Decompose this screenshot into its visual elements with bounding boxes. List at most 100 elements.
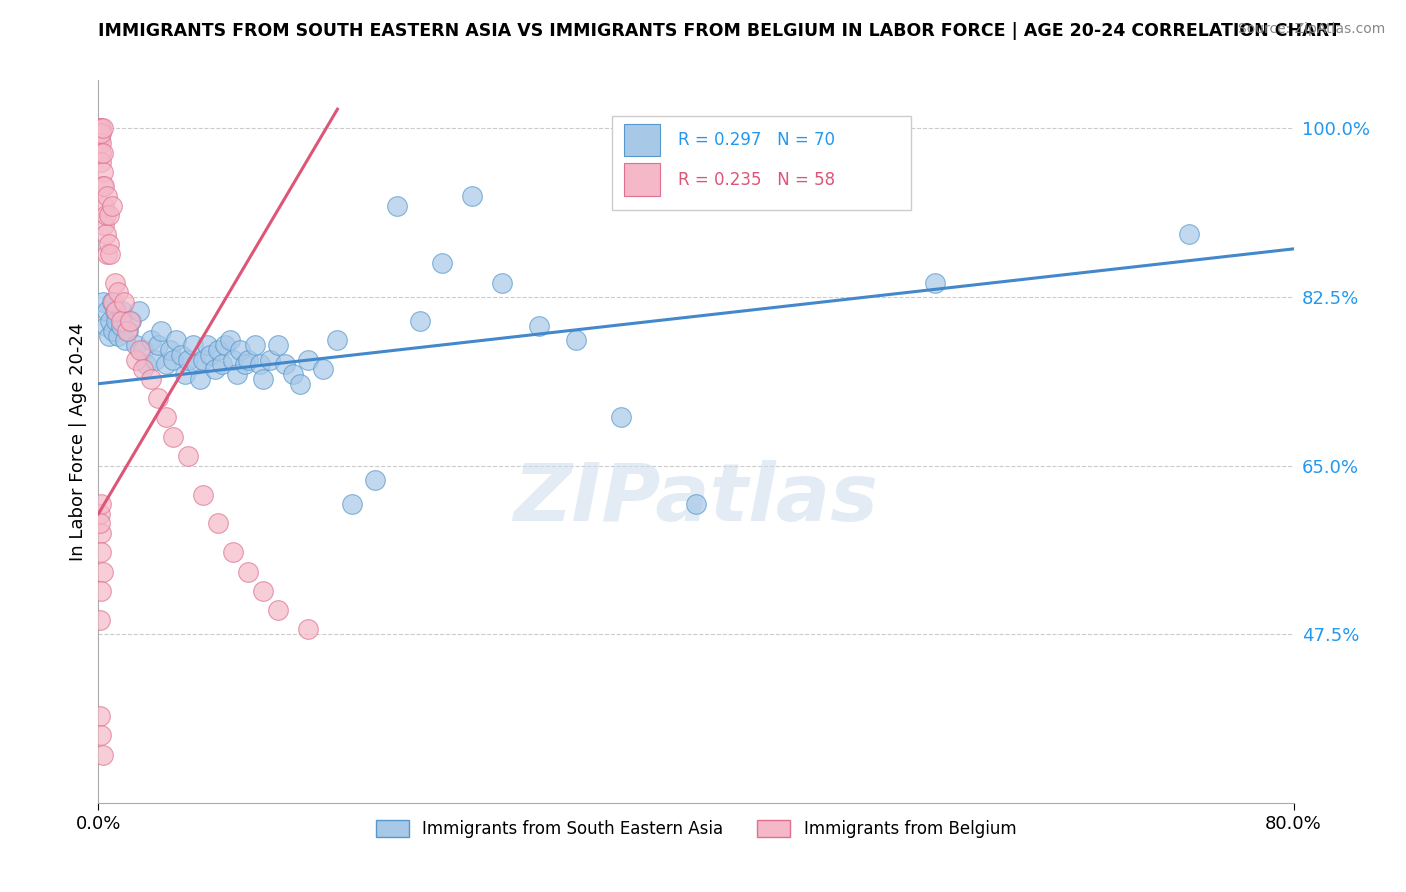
Text: IMMIGRANTS FROM SOUTH EASTERN ASIA VS IMMIGRANTS FROM BELGIUM IN LABOR FORCE | A: IMMIGRANTS FROM SOUTH EASTERN ASIA VS IM… <box>98 22 1341 40</box>
Point <box>104 276 127 290</box>
Point <box>98 314 122 328</box>
Point <box>93 198 115 212</box>
Point <box>110 318 132 333</box>
Point <box>91 747 114 762</box>
Point <box>120 314 142 328</box>
Point <box>155 358 177 372</box>
Point <box>267 603 290 617</box>
Point <box>226 367 249 381</box>
Point <box>111 304 134 318</box>
Point <box>169 348 191 362</box>
Point <box>610 410 633 425</box>
Point <box>91 121 114 136</box>
Point <box>191 487 214 501</box>
Text: Source: ZipAtlas.com: Source: ZipAtlas.com <box>1237 22 1385 37</box>
Point <box>924 276 946 290</box>
Point <box>91 294 114 309</box>
Point <box>222 545 245 559</box>
Point <box>132 362 155 376</box>
Point <box>236 352 259 367</box>
Point <box>97 208 120 222</box>
Point <box>430 256 453 270</box>
Y-axis label: In Labor Force | Age 20-24: In Labor Force | Age 20-24 <box>69 322 87 561</box>
Point <box>91 165 114 179</box>
Point <box>148 338 170 352</box>
Point <box>94 227 117 242</box>
Point <box>274 358 297 372</box>
Point <box>94 208 117 222</box>
Point <box>297 623 319 637</box>
Point <box>207 516 229 531</box>
Point <box>288 376 311 391</box>
Point <box>211 358 233 372</box>
Point <box>91 145 114 160</box>
Point <box>200 348 222 362</box>
Point <box>89 126 111 140</box>
Point <box>89 516 111 531</box>
Point <box>90 526 112 541</box>
Point <box>181 338 204 352</box>
Point <box>89 613 111 627</box>
Point <box>96 304 118 318</box>
Point <box>408 314 430 328</box>
Point <box>91 179 114 194</box>
Point <box>155 410 177 425</box>
Point <box>135 358 157 372</box>
Point <box>104 304 127 318</box>
Point <box>139 334 162 348</box>
Point <box>93 218 115 232</box>
Point <box>94 318 117 333</box>
Point <box>90 155 112 169</box>
Point <box>297 352 319 367</box>
Point <box>129 343 152 357</box>
Point <box>114 334 136 348</box>
Point <box>101 198 124 212</box>
Point <box>97 237 120 252</box>
Point <box>93 179 115 194</box>
Point <box>150 324 173 338</box>
Point <box>219 334 242 348</box>
Point <box>103 324 125 338</box>
Point <box>342 497 364 511</box>
Point <box>252 583 274 598</box>
Point <box>162 430 184 444</box>
Point <box>117 324 139 338</box>
FancyBboxPatch shape <box>624 124 661 156</box>
Point <box>311 362 333 376</box>
Point <box>685 497 707 511</box>
Point <box>236 565 259 579</box>
Point <box>139 372 162 386</box>
FancyBboxPatch shape <box>613 117 911 211</box>
Point <box>110 314 132 328</box>
FancyBboxPatch shape <box>624 163 661 196</box>
Point <box>90 728 112 742</box>
Point <box>527 318 550 333</box>
Legend: Immigrants from South Eastern Asia, Immigrants from Belgium: Immigrants from South Eastern Asia, Immi… <box>370 814 1022 845</box>
Point <box>491 276 513 290</box>
Point <box>177 352 200 367</box>
Point <box>461 189 484 203</box>
Point <box>89 131 111 145</box>
Point <box>89 507 111 521</box>
Point <box>97 328 120 343</box>
Point <box>162 352 184 367</box>
Point <box>233 358 256 372</box>
Point <box>90 497 112 511</box>
Point <box>90 126 112 140</box>
Point <box>174 367 197 381</box>
Point <box>89 121 111 136</box>
Point <box>191 352 214 367</box>
Point <box>326 334 349 348</box>
Point <box>96 246 118 260</box>
Point <box>128 304 150 318</box>
Point <box>107 328 129 343</box>
Point <box>132 343 155 357</box>
Point <box>90 583 112 598</box>
Point <box>118 314 141 328</box>
Point <box>385 198 409 212</box>
Point <box>214 338 236 352</box>
Point <box>90 145 112 160</box>
Point <box>165 334 187 348</box>
Point <box>107 285 129 300</box>
Point <box>148 391 170 405</box>
